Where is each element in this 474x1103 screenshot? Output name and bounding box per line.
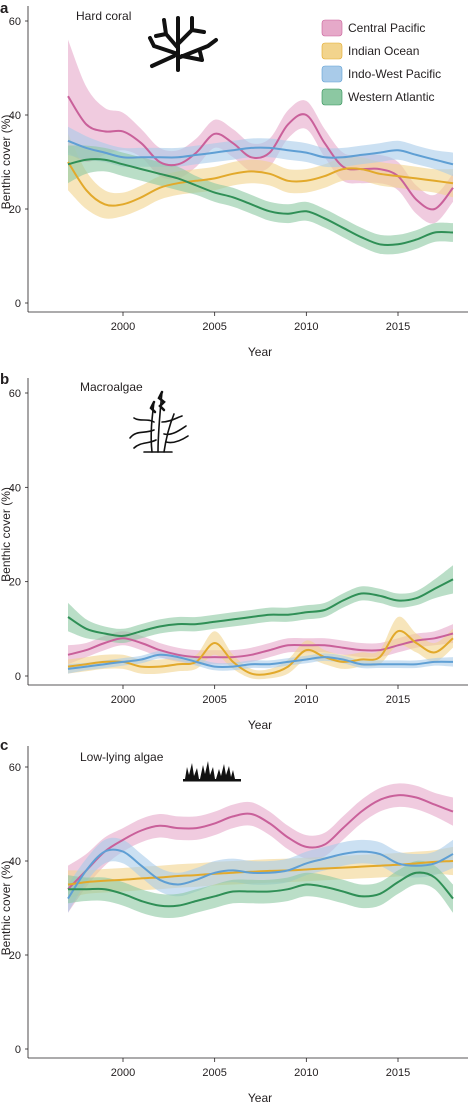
- legend-item: Western Atlantic: [321, 88, 434, 106]
- y-tick-label: 40: [9, 482, 21, 494]
- x-tick-label: 2000: [111, 1067, 135, 1079]
- series-lines: [67, 794, 454, 908]
- coral-icon: [148, 16, 218, 72]
- series-lines: [67, 578, 454, 676]
- plot-area: 0 20 40 60 2000 2005 2010 2015 Year Benthic cover…: [0, 6, 468, 359]
- y-tick-label: 20: [9, 577, 21, 589]
- y-tick-label: 60: [9, 388, 21, 400]
- line-indian-ocean: [67, 161, 454, 207]
- plot-area: 0 20 40 60 2000 2005 2010 2015 Year Benthic cover…: [0, 746, 468, 1103]
- macroalgae-icon: [129, 390, 189, 453]
- x-tick-label: 2000: [111, 694, 135, 706]
- legend-swatch: [321, 65, 343, 83]
- x-tick-label: 2005: [202, 321, 226, 333]
- y-tick-label: 60: [9, 762, 21, 774]
- line-indo-west-pacific: [67, 653, 454, 670]
- y-tick-label: 0: [15, 298, 21, 310]
- line-indo-west-pacific: [67, 848, 454, 900]
- legend-label: Indo-West Pacific: [348, 67, 441, 81]
- low-lying-algae-icon: [183, 761, 241, 782]
- x-axis-label: Year: [248, 345, 272, 359]
- y-tick-label: 20: [9, 204, 21, 216]
- plot-area: 0 20 40 60 2000 2005 2010 2015 Year Benthic cover…: [0, 378, 468, 732]
- confidence-bands: [68, 783, 453, 918]
- y-axis-label: Benthic cover (%): [0, 115, 13, 210]
- panel-title: Macroalgae: [80, 380, 143, 394]
- panel-letter: b: [0, 371, 9, 388]
- line-western-atlantic: [68, 871, 454, 908]
- legend-label: Central Pacific: [348, 21, 425, 35]
- band-western-atlantic: [68, 145, 453, 255]
- panel-title: Hard coral: [76, 9, 131, 23]
- band-western-atlantic: [68, 860, 453, 918]
- band-indo-west-pacific: [68, 650, 453, 674]
- panel-b: 0 20 40 60 2000 2005 2010 2015 Year Benthic cover…: [0, 371, 468, 732]
- x-tick-label: 2010: [294, 1067, 318, 1079]
- band-indian-ocean: [68, 133, 453, 219]
- y-tick-label: 40: [9, 110, 21, 122]
- line-western-atlantic: [67, 158, 454, 246]
- y-axis-label: Benthic cover (%): [0, 861, 13, 956]
- y-tick-label: 0: [15, 1044, 21, 1056]
- line-central-pacific: [67, 95, 454, 211]
- legend-item: Indian Ocean: [321, 42, 419, 60]
- legend-label: Western Atlantic: [348, 90, 434, 104]
- legend-item: Indo-West Pacific: [321, 65, 441, 83]
- y-tick-label: 60: [9, 16, 21, 28]
- legend-swatch: [321, 19, 343, 37]
- band-indo-west-pacific: [68, 837, 453, 913]
- legend-label: Indian Ocean: [348, 44, 419, 58]
- panel-letter: c: [0, 737, 8, 754]
- line-indian-ocean: [67, 860, 454, 886]
- legend-item: Central Pacific: [321, 19, 425, 37]
- line-indian-ocean: [67, 629, 454, 676]
- x-tick-label: 2005: [202, 1067, 226, 1079]
- x-axis-label: Year: [248, 1091, 272, 1103]
- line-central-pacific: [67, 632, 454, 659]
- x-tick-label: 2005: [202, 694, 226, 706]
- band-western-atlantic: [68, 565, 453, 644]
- line-central-pacific: [67, 794, 454, 890]
- y-tick-label: 20: [9, 950, 21, 962]
- x-tick-label: 2010: [294, 694, 318, 706]
- x-tick-label: 2000: [111, 321, 135, 333]
- panel-a: 0 20 40 60 2000 2005 2010 2015 Year Benthic cover…: [0, 0, 468, 359]
- series-lines: [67, 95, 454, 246]
- x-tick-label: 2015: [386, 694, 410, 706]
- y-tick-label: 40: [9, 856, 21, 868]
- x-tick-label: 2015: [386, 1067, 410, 1079]
- legend-swatch: [321, 88, 343, 106]
- panel-c: 0 20 40 60 2000 2005 2010 2015 Year Benthic cover…: [0, 737, 468, 1103]
- y-tick-label: 0: [15, 671, 21, 683]
- x-tick-label: 2010: [294, 321, 318, 333]
- panel-letter: a: [0, 0, 9, 17]
- legend-swatch: [321, 42, 343, 60]
- line-indo-west-pacific: [67, 139, 454, 166]
- legend: Central Pacific Indian Ocean Indo-West Pac…: [321, 19, 441, 106]
- line-western-atlantic: [67, 578, 454, 637]
- x-tick-label: 2015: [386, 321, 410, 333]
- panel-title: Low-lying algae: [80, 750, 164, 764]
- x-axis-label: Year: [248, 718, 272, 732]
- y-axis-label: Benthic cover (%): [0, 487, 13, 582]
